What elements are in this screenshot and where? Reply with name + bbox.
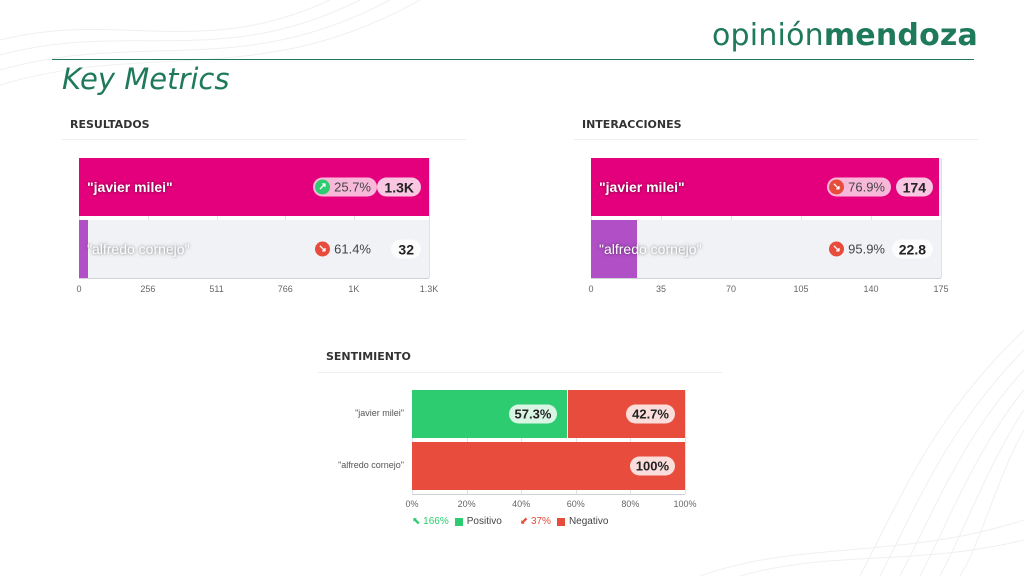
- value-chip: 22.8: [891, 239, 933, 259]
- x-tick-label: 1.3K: [419, 284, 439, 294]
- bar-category-label: "alfredo cornejo": [599, 241, 702, 257]
- grid-line: [147, 158, 149, 278]
- logo-text-bold: mendoza: [823, 18, 978, 53]
- change-chip: ↗ 25.7%: [313, 177, 377, 197]
- bar-row: "javier milei" ↘ 76.9% 174: [591, 158, 941, 216]
- negativo-swatch: [556, 517, 565, 526]
- x-tick-label: 1K: [348, 284, 360, 294]
- change-chip: ↘ 61.4%: [313, 240, 377, 259]
- grid-line: [353, 158, 355, 278]
- arrow-down-right-icon: ↘: [829, 179, 845, 195]
- sentimiento-divider: [318, 372, 722, 373]
- x-tick-label: 0%: [405, 499, 419, 509]
- x-tick-label: 256: [140, 284, 156, 294]
- brand-logo: opiniónmendoza: [712, 18, 978, 53]
- grid-line: [941, 158, 942, 278]
- value-chip: 32: [391, 239, 421, 259]
- x-tick-label: 140: [863, 284, 879, 294]
- grid-line: [871, 158, 872, 278]
- negativo-legend-label: Negativo: [568, 516, 609, 527]
- resultados-title: RESULTADOS: [70, 118, 150, 131]
- arrow-down-right-icon: ↘: [829, 241, 845, 257]
- x-tick-label: 35: [655, 284, 667, 294]
- stacked-bar-segment: 100%: [412, 442, 685, 490]
- x-tick-label: 511: [209, 284, 224, 294]
- interacciones-title: INTERACCIONES: [582, 118, 682, 131]
- x-tick-label: 80%: [621, 499, 640, 509]
- x-tick-label: 40%: [512, 499, 531, 509]
- x-tick-label: 60%: [566, 499, 585, 509]
- bar-row: "javier milei" ↗ 25.7% 1.3K: [79, 158, 429, 216]
- grid-line: [731, 158, 732, 278]
- change-chip: ↘ 76.9%: [827, 177, 891, 197]
- positivo-change: ⬉ 166%: [412, 516, 449, 527]
- bar-category-label: "javier milei": [599, 179, 685, 195]
- positivo-legend-label: Positivo: [466, 516, 502, 527]
- x-axis-line: [412, 494, 685, 495]
- x-tick-label: 105: [793, 284, 809, 294]
- x-tick-label: 175: [933, 284, 949, 294]
- x-tick-label: 70: [725, 284, 737, 294]
- arrow-down-left-icon: ⬋: [519, 516, 529, 527]
- change-percent: 76.9%: [848, 179, 885, 195]
- resultados-divider: [62, 139, 466, 140]
- s-category-label: "javier milei": [355, 408, 404, 418]
- x-tick-label: 0: [76, 284, 82, 294]
- bar-category-label: "javier milei": [87, 179, 173, 195]
- grid-line: [801, 158, 802, 278]
- segment-value-chip: 57.3%: [508, 404, 558, 424]
- bar-row: "alfredo cornejo" ↘ 61.4% 32: [79, 220, 429, 278]
- x-tick-label: 20%: [457, 499, 476, 509]
- logo-text-light: opinión: [711, 18, 824, 53]
- negativo-change: ⬋ 37%: [519, 516, 551, 527]
- segment-value-chip: 42.7%: [626, 404, 675, 424]
- grid-line: [685, 390, 686, 494]
- bar-row: "alfredo cornejo" ↘ 95.9% 22.8: [591, 220, 941, 278]
- grid-line: [79, 158, 80, 278]
- stacked-bar-segment: 57.3%: [412, 390, 568, 438]
- grid-line: [429, 158, 430, 278]
- sentimiento-legend: ⬉ 166% Positivo ⬋ 37% Negativo: [412, 516, 608, 527]
- x-axis-line: [591, 278, 941, 279]
- positivo-swatch: [454, 517, 463, 526]
- value-chip: 1.3K: [377, 177, 421, 197]
- x-axis-line: [79, 278, 429, 279]
- grid-line: [216, 158, 218, 278]
- x-tick-label: 0: [588, 284, 594, 294]
- grid-line: [591, 158, 592, 278]
- change-percent: 95.9%: [848, 241, 885, 257]
- grid-line: [661, 158, 662, 278]
- x-tick-label: 100%: [673, 499, 697, 509]
- s-category-label: "alfredo cornejo": [338, 460, 404, 470]
- bar: [79, 220, 88, 278]
- page-title: Key Metrics: [62, 62, 230, 96]
- stacked-bar-segment: 42.7%: [568, 390, 685, 438]
- arrow-up-right-icon: ↗: [315, 179, 331, 195]
- bar: [591, 220, 637, 278]
- change-percent: 61.4%: [334, 241, 371, 257]
- segment-value-chip: 100%: [629, 456, 675, 476]
- arrow-down-right-icon: ↘: [315, 241, 331, 257]
- value-chip: 174: [895, 177, 933, 197]
- grid-line: [285, 158, 287, 278]
- bar-category-label: "alfredo cornejo": [87, 241, 190, 257]
- sentimiento-title: SENTIMIENTO: [326, 350, 411, 363]
- change-percent: 25.7%: [334, 179, 371, 195]
- interacciones-divider: [574, 139, 978, 140]
- x-tick-label: 766: [277, 284, 293, 294]
- arrow-up-left-icon: ⬉: [412, 516, 421, 527]
- change-chip: ↘ 95.9%: [827, 240, 891, 259]
- header-divider: [52, 59, 974, 60]
